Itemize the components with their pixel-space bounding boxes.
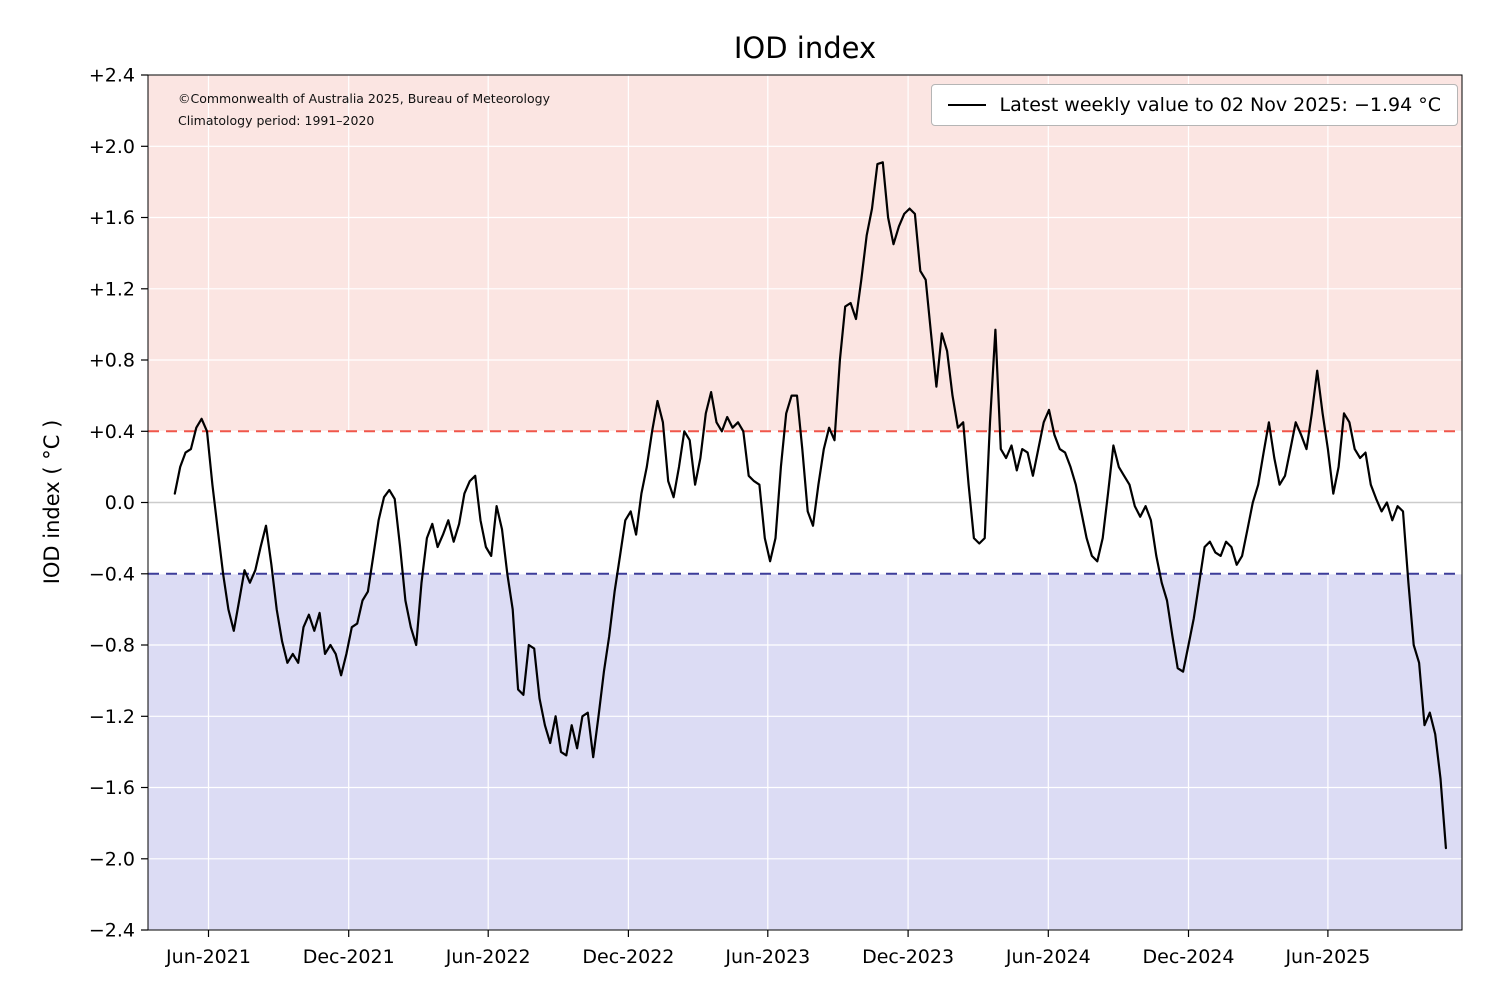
negative-iod-band [148, 573, 1462, 931]
y-tick-label: +1.6 [89, 207, 135, 229]
legend: Latest weekly value to 02 Nov 2025: −1.9… [930, 84, 1458, 126]
climatology-line: Climatology period: 1991–2020 [178, 113, 375, 128]
y-tick-label: +1.2 [89, 278, 135, 300]
x-tick-label: Jun-2021 [165, 946, 251, 968]
iod-series-line [173, 161, 1447, 850]
y-tick-label: +2.0 [89, 136, 135, 158]
y-tick-label: +2.4 [89, 65, 135, 87]
chart-title: IOD index [733, 31, 877, 65]
y-tick-label: +0.8 [89, 350, 135, 372]
y-tick-label: 0.0 [105, 492, 135, 514]
x-tick-label: Jun-2024 [1005, 946, 1091, 968]
x-tick-label: Dec-2024 [1143, 946, 1235, 968]
x-tick-label: Jun-2025 [1284, 946, 1370, 968]
y-tick-label: −0.4 [89, 563, 135, 585]
x-tick-label: Dec-2021 [303, 946, 395, 968]
x-tick-label: Dec-2023 [862, 946, 954, 968]
y-axis-label: IOD index ( °C ) [40, 419, 64, 585]
legend-label: Latest weekly value to 02 Nov 2025: −1.9… [999, 94, 1441, 116]
copyright-note: ©Commonwealth of Australia 2025, Bureau … [178, 88, 550, 132]
legend-line-sample-icon [947, 104, 986, 106]
y-tick-label: −1.2 [89, 706, 135, 728]
x-tick-label: Dec-2022 [582, 946, 674, 968]
y-tick-label: +0.4 [89, 421, 135, 443]
y-tick-label: −0.8 [89, 635, 135, 657]
x-tick-label: Jun-2023 [724, 946, 810, 968]
x-tick-label: Jun-2022 [445, 946, 531, 968]
positive-iod-band [148, 75, 1462, 432]
copyright-line: ©Commonwealth of Australia 2025, Bureau … [178, 91, 550, 106]
y-tick-label: −2.0 [89, 848, 135, 870]
y-tick-label: −1.6 [89, 777, 135, 799]
y-tick-label: −2.4 [89, 920, 135, 942]
